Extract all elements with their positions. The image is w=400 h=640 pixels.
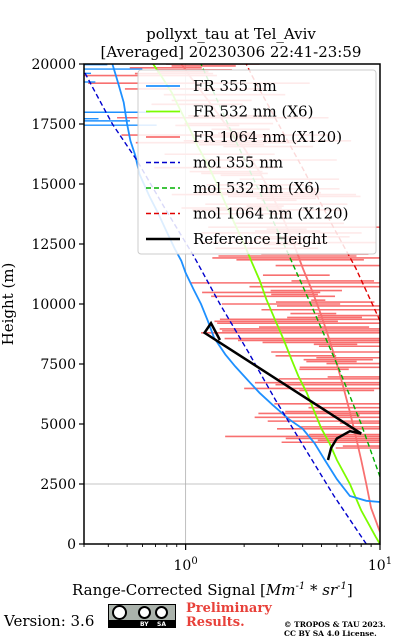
copyright-line-1: © TROPOS & TAU 2023. (284, 620, 386, 629)
y-tick-label: 7500 (40, 357, 76, 373)
y-tick-label: 17500 (31, 117, 76, 133)
legend-box (137, 69, 377, 255)
legend-label: mol 532 nm (X6) (193, 179, 320, 197)
preliminary-line-1: Preliminary (186, 601, 272, 616)
cc-sa-text: SA (157, 621, 166, 628)
legend-label: mol 1064 nm (X120) (193, 205, 348, 223)
y-axis: 0 2500 5000 7500 10000 12500 15000 17500 20000 (31, 57, 84, 553)
preliminary-notice: Preliminary Results. (186, 602, 272, 630)
y-tick-label: 12500 (31, 237, 76, 253)
y-tick-label: 5000 (40, 417, 76, 433)
version-label: Version: 3.6 (4, 612, 95, 630)
cc-by-text: BY (140, 621, 149, 628)
by-icon (138, 606, 151, 619)
y-tick-label: 0 (67, 537, 76, 553)
y-tick-label: 10000 (31, 297, 76, 313)
legend: FR 355 nm FR 532 nm (X6) FR 1064 nm (X120)… (137, 69, 377, 255)
y-axis-label: Height (m) (0, 263, 17, 346)
copyright-line-2: CC BY SA 4.0 License. (284, 629, 377, 638)
chart-subtitle: [Averaged] 20230306 22:41-23:59 (101, 43, 362, 61)
legend-label: FR 1064 nm (X120) (193, 128, 342, 146)
y-tick-label: 2500 (40, 477, 76, 493)
copyright-notice: © TROPOS & TAU 2023. CC BY SA 4.0 Licens… (284, 620, 386, 638)
series-line-mol-355-nm (84, 70, 367, 544)
x-tick-label: 100 (174, 556, 198, 574)
series-line-mol-532-nm-x6 (200, 64, 380, 478)
chart: pollyxt_tau at Tel_Aviv [Averaged] 20230… (0, 25, 392, 574)
legend-label: FR 355 nm (193, 77, 277, 95)
preliminary-line-2: Results. (186, 615, 245, 630)
chart-title: pollyxt_tau at Tel_Aviv (146, 25, 316, 43)
series-line-fr-355-nm (111, 64, 380, 503)
y-tick-label: 15000 (31, 177, 76, 193)
cc-license-badge: BY SA (108, 604, 176, 628)
legend-label: mol 355 nm (193, 154, 283, 172)
cc-icon (112, 605, 127, 620)
legend-label: Reference Height (193, 230, 327, 248)
x-axis-label: Range-Corrected Signal [Mm-1 * sr-1] (72, 581, 353, 599)
y-tick-label: 20000 (31, 57, 76, 73)
series-line-reference-height (202, 320, 362, 461)
legend-label: FR 532 nm (X6) (193, 103, 313, 121)
x-tick-label: 101 (368, 556, 392, 574)
sa-icon (155, 606, 168, 619)
x-axis: 100 101 (83, 544, 392, 574)
